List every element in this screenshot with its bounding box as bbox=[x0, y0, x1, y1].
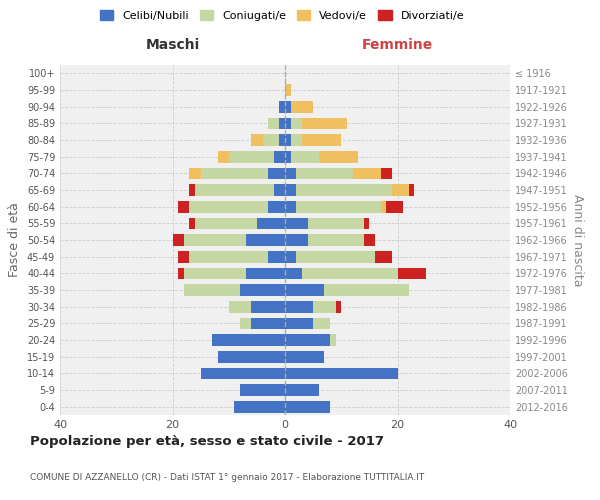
Bar bbox=[325, 284, 409, 296]
Bar bbox=[285, 251, 296, 262]
Bar bbox=[184, 268, 245, 279]
Bar bbox=[190, 201, 268, 212]
Bar bbox=[285, 268, 302, 279]
Bar bbox=[290, 134, 302, 146]
Bar bbox=[386, 201, 403, 212]
Bar bbox=[285, 168, 296, 179]
Bar bbox=[280, 101, 285, 112]
Text: Femmine: Femmine bbox=[362, 38, 433, 52]
Bar bbox=[173, 234, 184, 246]
Bar bbox=[257, 218, 285, 229]
Bar bbox=[285, 401, 330, 412]
Bar bbox=[263, 134, 280, 146]
Bar bbox=[285, 318, 313, 329]
Bar bbox=[285, 118, 290, 129]
Bar bbox=[296, 184, 392, 196]
Bar bbox=[280, 134, 285, 146]
Bar bbox=[398, 268, 425, 279]
Bar bbox=[245, 234, 285, 246]
Bar bbox=[313, 318, 330, 329]
Bar bbox=[200, 368, 285, 379]
Text: Popolazione per età, sesso e stato civile - 2017: Popolazione per età, sesso e stato civil… bbox=[30, 435, 384, 448]
Bar bbox=[308, 218, 364, 229]
Bar bbox=[251, 318, 285, 329]
Bar bbox=[330, 334, 335, 346]
Bar bbox=[290, 118, 302, 129]
Bar bbox=[190, 251, 268, 262]
Bar bbox=[285, 84, 290, 96]
Y-axis label: Anni di nascita: Anni di nascita bbox=[571, 194, 584, 286]
Bar bbox=[190, 218, 195, 229]
Bar bbox=[285, 284, 325, 296]
Bar bbox=[251, 301, 285, 312]
Bar bbox=[353, 168, 380, 179]
Bar bbox=[364, 218, 370, 229]
Bar bbox=[313, 301, 335, 312]
Bar bbox=[335, 301, 341, 312]
Bar bbox=[302, 134, 341, 146]
Bar bbox=[184, 234, 245, 246]
Bar bbox=[190, 168, 200, 179]
Bar bbox=[290, 151, 319, 162]
Bar bbox=[392, 184, 409, 196]
Bar bbox=[290, 101, 313, 112]
Bar bbox=[302, 118, 347, 129]
Bar bbox=[285, 384, 319, 396]
Bar bbox=[268, 118, 280, 129]
Bar bbox=[218, 351, 285, 362]
Text: Maschi: Maschi bbox=[145, 38, 200, 52]
Bar bbox=[178, 268, 184, 279]
Bar bbox=[296, 251, 375, 262]
Bar bbox=[280, 118, 285, 129]
Bar bbox=[409, 184, 415, 196]
Bar bbox=[240, 318, 251, 329]
Bar bbox=[380, 168, 392, 179]
Bar bbox=[285, 184, 296, 196]
Text: COMUNE DI AZZANELLO (CR) - Dati ISTAT 1° gennaio 2017 - Elaborazione TUTTITALIA.: COMUNE DI AZZANELLO (CR) - Dati ISTAT 1°… bbox=[30, 473, 424, 482]
Bar bbox=[274, 184, 285, 196]
Bar bbox=[285, 234, 308, 246]
Bar bbox=[195, 218, 257, 229]
Bar bbox=[308, 234, 364, 246]
Bar bbox=[229, 301, 251, 312]
Bar bbox=[364, 234, 375, 246]
Bar bbox=[285, 201, 296, 212]
Bar bbox=[251, 134, 263, 146]
Bar bbox=[319, 151, 358, 162]
Bar bbox=[268, 168, 285, 179]
Bar bbox=[380, 201, 386, 212]
Bar bbox=[195, 184, 274, 196]
Bar bbox=[190, 184, 195, 196]
Bar bbox=[285, 301, 313, 312]
Bar bbox=[212, 334, 285, 346]
Bar bbox=[240, 284, 285, 296]
Bar bbox=[285, 101, 290, 112]
Bar bbox=[302, 268, 398, 279]
Bar bbox=[229, 151, 274, 162]
Bar bbox=[296, 168, 353, 179]
Bar bbox=[375, 251, 392, 262]
Bar bbox=[296, 201, 380, 212]
Bar bbox=[178, 251, 190, 262]
Legend: Celibi/Nubili, Coniugati/e, Vedovi/e, Divorziati/e: Celibi/Nubili, Coniugati/e, Vedovi/e, Di… bbox=[95, 6, 469, 25]
Bar bbox=[285, 134, 290, 146]
Y-axis label: Fasce di età: Fasce di età bbox=[8, 202, 21, 278]
Bar bbox=[178, 201, 190, 212]
Bar bbox=[240, 384, 285, 396]
Bar bbox=[268, 201, 285, 212]
Bar bbox=[285, 334, 330, 346]
Bar bbox=[245, 268, 285, 279]
Bar bbox=[184, 284, 240, 296]
Bar bbox=[285, 351, 325, 362]
Bar bbox=[285, 151, 290, 162]
Bar bbox=[274, 151, 285, 162]
Bar bbox=[285, 218, 308, 229]
Bar bbox=[235, 401, 285, 412]
Bar bbox=[285, 368, 398, 379]
Bar bbox=[218, 151, 229, 162]
Bar bbox=[200, 168, 268, 179]
Bar bbox=[268, 251, 285, 262]
